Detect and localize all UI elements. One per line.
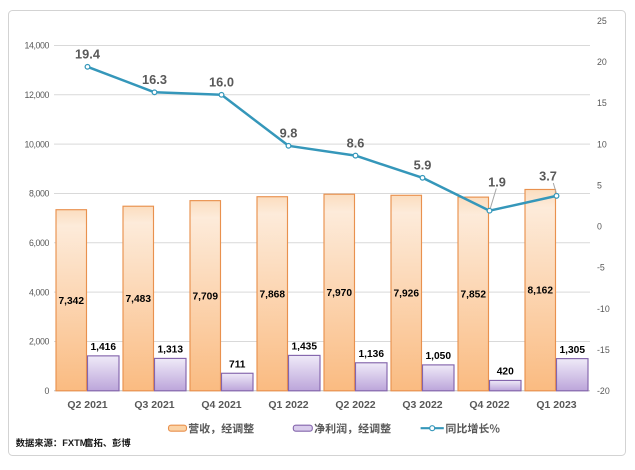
svg-text:3.7: 3.7 <box>539 169 557 184</box>
svg-text:1,313: 1,313 <box>158 345 184 356</box>
svg-text:Q1 2022: Q1 2022 <box>268 399 308 411</box>
svg-text:-20: -20 <box>597 386 610 396</box>
svg-text:7,852: 7,852 <box>461 290 487 301</box>
svg-text:10,000: 10,000 <box>24 139 49 149</box>
svg-text:1,305: 1,305 <box>560 345 586 356</box>
svg-text:8.6: 8.6 <box>347 135 365 150</box>
svg-text:7,709: 7,709 <box>193 291 219 302</box>
svg-text:1,136: 1,136 <box>359 349 385 360</box>
svg-text:1,050: 1,050 <box>426 351 452 362</box>
svg-text:4,000: 4,000 <box>29 287 50 297</box>
svg-text:-5: -5 <box>597 263 605 273</box>
svg-text:1,435: 1,435 <box>292 342 318 353</box>
svg-text:Q4 2021: Q4 2021 <box>201 399 241 411</box>
svg-text:15: 15 <box>597 98 607 108</box>
svg-text:16.0: 16.0 <box>209 75 234 90</box>
svg-text:Q2 2022: Q2 2022 <box>335 399 375 411</box>
svg-text:-10: -10 <box>597 304 610 314</box>
svg-text:FXTM: FXTM <box>62 438 88 448</box>
svg-text:0: 0 <box>597 222 602 232</box>
svg-text:0: 0 <box>45 386 50 396</box>
svg-text:8,000: 8,000 <box>29 189 50 199</box>
svg-text:420: 420 <box>497 367 514 378</box>
svg-text:5.9: 5.9 <box>414 158 432 173</box>
svg-text:10: 10 <box>597 139 607 149</box>
svg-text:711: 711 <box>229 360 246 371</box>
svg-text:9.8: 9.8 <box>280 126 298 141</box>
svg-text:6,000: 6,000 <box>29 238 50 248</box>
svg-text:-15: -15 <box>597 345 610 355</box>
svg-text:Q3 2021: Q3 2021 <box>134 399 174 411</box>
svg-text:7,926: 7,926 <box>394 289 420 300</box>
svg-text:Q1 2023: Q1 2023 <box>536 399 576 411</box>
svg-text:14,000: 14,000 <box>24 41 49 51</box>
svg-text:7,868: 7,868 <box>260 289 286 300</box>
svg-text:1,416: 1,416 <box>91 342 117 353</box>
svg-text:7,342: 7,342 <box>59 296 85 307</box>
svg-text:Q4 2022: Q4 2022 <box>469 399 509 411</box>
svg-text:20: 20 <box>597 57 607 67</box>
svg-text:2,000: 2,000 <box>29 337 50 347</box>
svg-text:5: 5 <box>597 180 602 190</box>
svg-text:Q3 2022: Q3 2022 <box>402 399 442 411</box>
svg-text:12,000: 12,000 <box>24 90 49 100</box>
svg-text:16.3: 16.3 <box>142 72 167 87</box>
svg-text:7,483: 7,483 <box>126 294 152 305</box>
svg-text:7,970: 7,970 <box>327 288 353 299</box>
svg-text:19.4: 19.4 <box>75 47 101 62</box>
svg-text:8,162: 8,162 <box>528 286 554 297</box>
svg-text:Q2 2021: Q2 2021 <box>67 399 107 411</box>
svg-text:25: 25 <box>597 16 607 26</box>
svg-text:1.9: 1.9 <box>488 174 506 189</box>
